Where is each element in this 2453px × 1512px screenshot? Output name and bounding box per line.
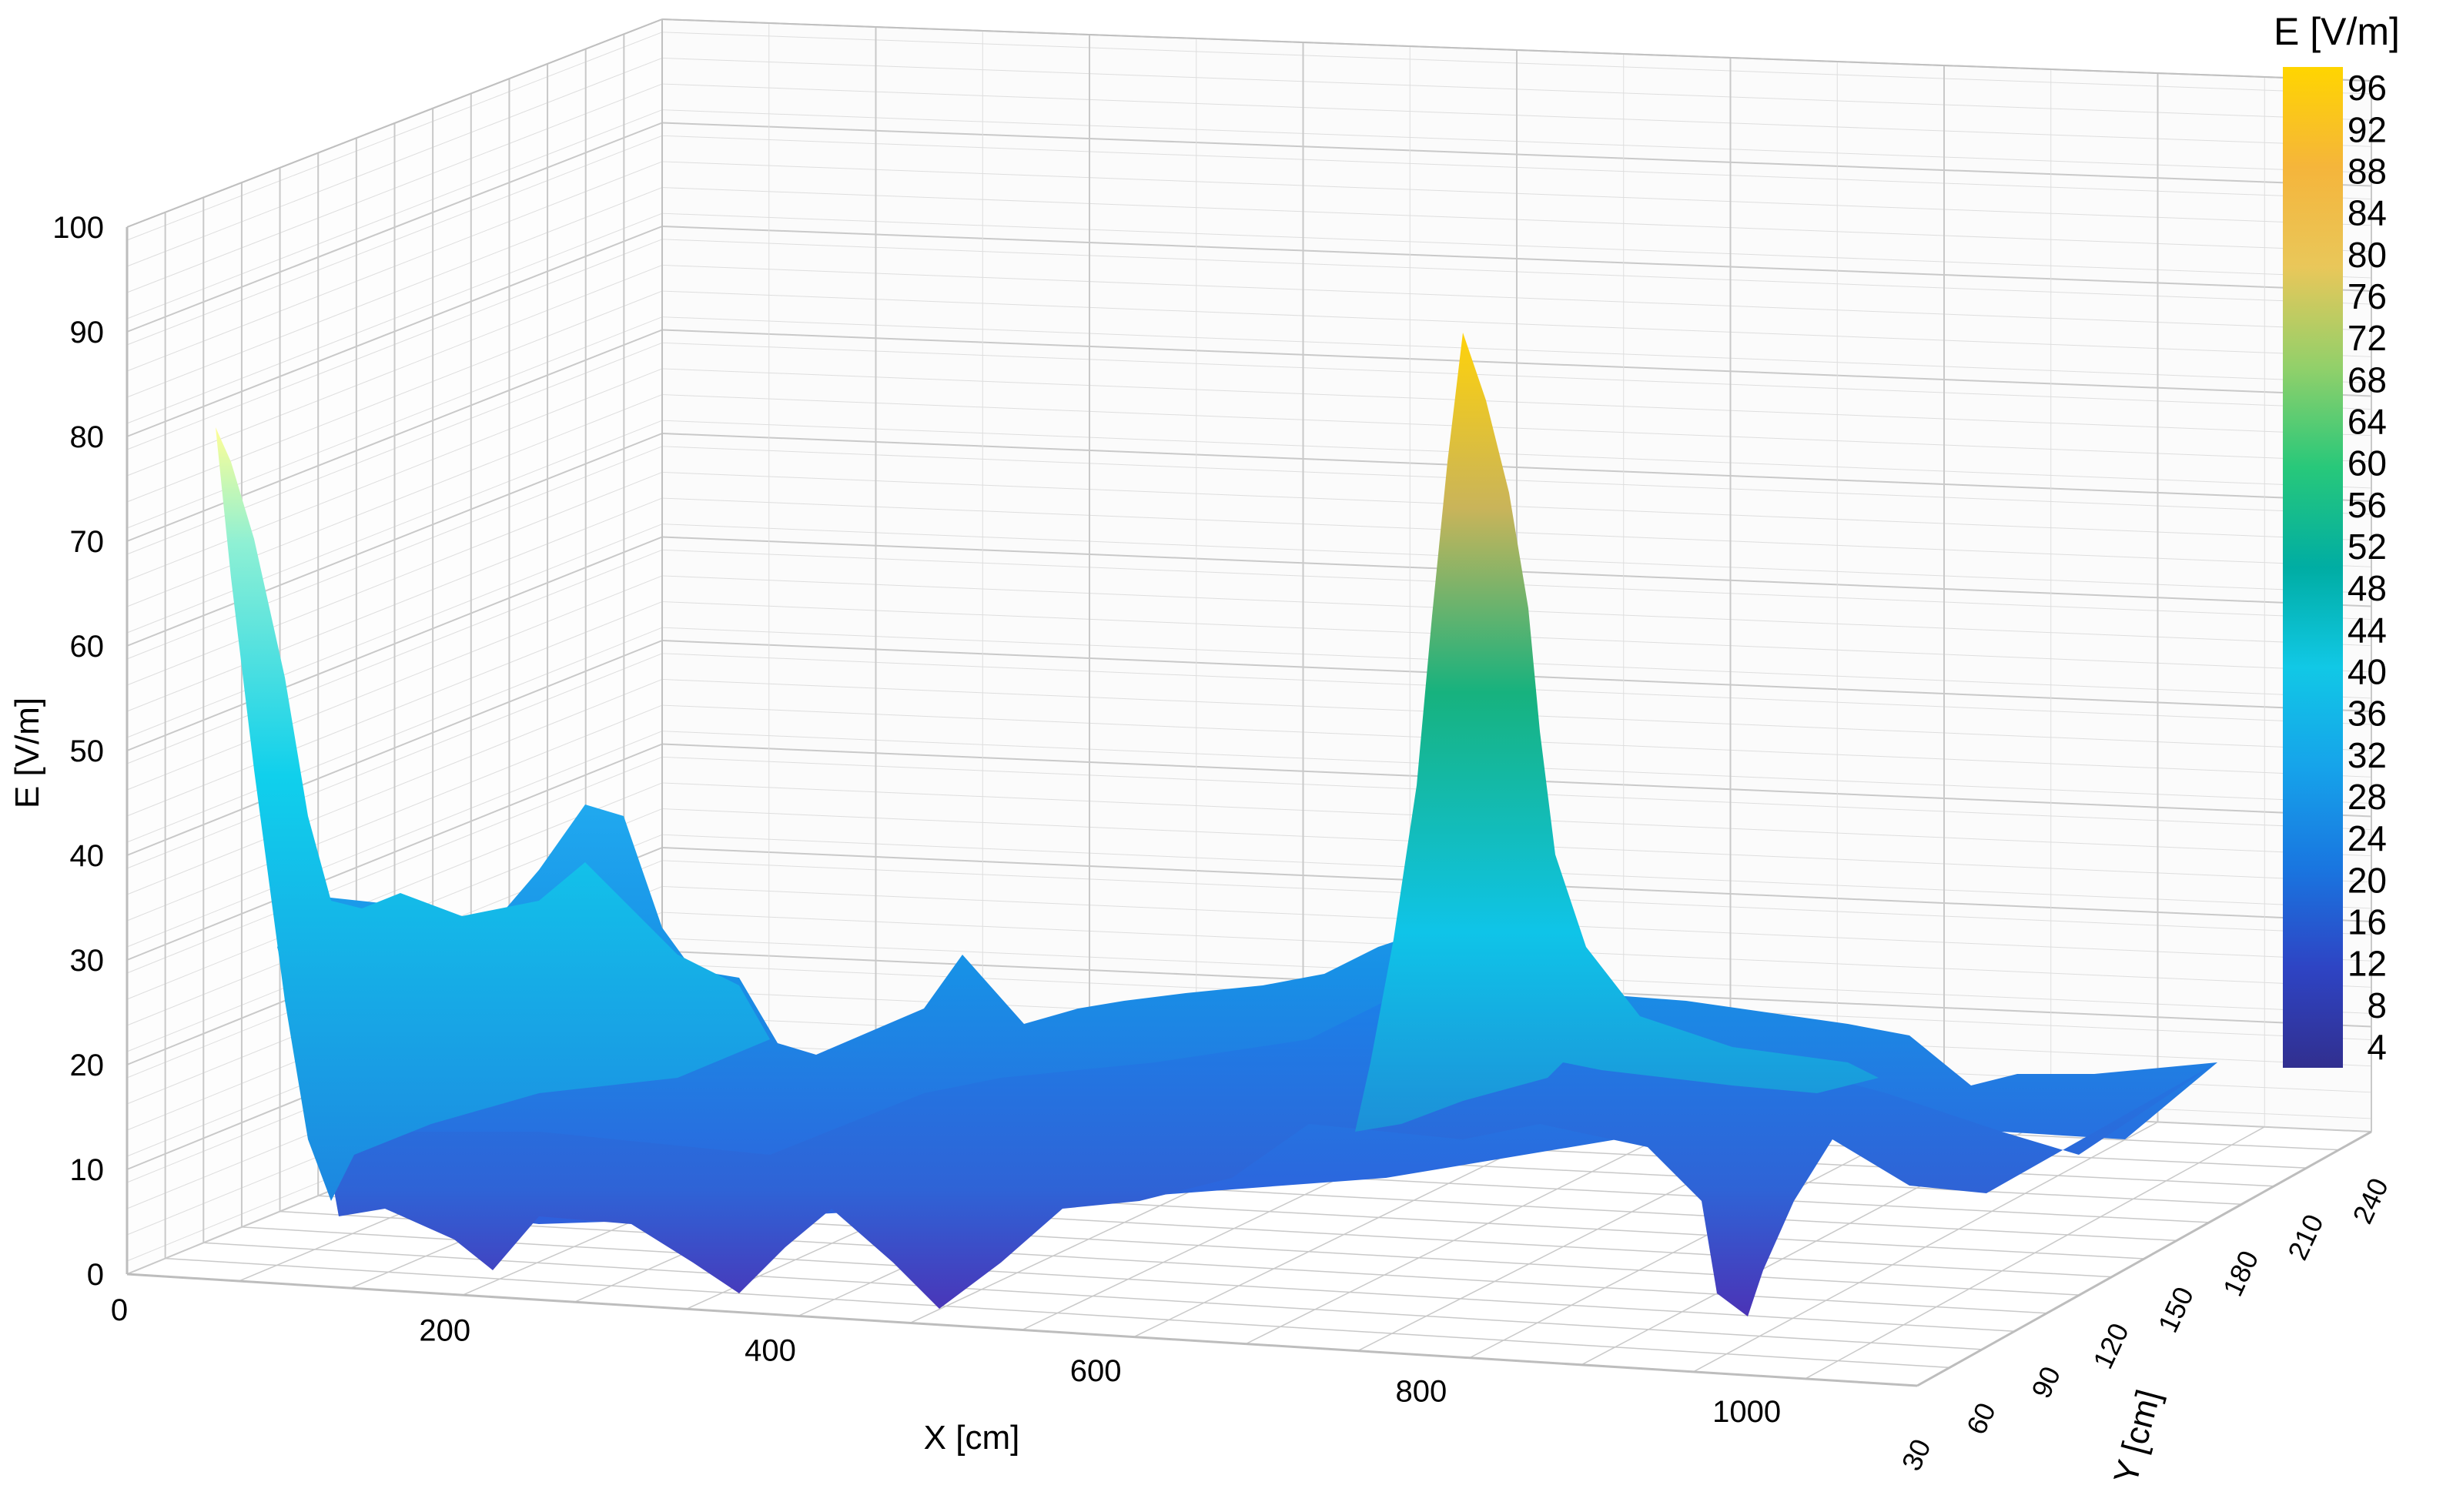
colorbar-tick-label: 28 <box>2348 777 2387 817</box>
y-axis-line <box>1916 1130 2372 1387</box>
colorbar-tick-label: 24 <box>2348 818 2387 858</box>
surface-plot <box>216 333 2217 1316</box>
z-tick-label: 70 <box>70 525 105 559</box>
colorbar-tick-label: 32 <box>2348 735 2387 775</box>
y-tick-label: 240 <box>2346 1173 2394 1229</box>
y-axis-title: Y [cm] <box>2107 1386 2167 1487</box>
top-edge-left <box>126 18 663 228</box>
z-tick-label: 20 <box>70 1049 105 1082</box>
z-tick-label: 40 <box>70 839 105 873</box>
colorbar-tick-label: 36 <box>2348 694 2387 734</box>
z-tick-label: 30 <box>70 944 105 978</box>
colorbar-tick-label: 92 <box>2348 109 2387 149</box>
colorbar-tick-label: 80 <box>2348 235 2387 275</box>
colorbar-tick-label: 40 <box>2348 651 2387 691</box>
colorbar-tick-label: 96 <box>2348 68 2387 108</box>
x-tick-label: 600 <box>1070 1354 1122 1388</box>
x-tick-label: 400 <box>745 1334 796 1368</box>
y-tick-label: 210 <box>2281 1209 2330 1265</box>
y-tick-label: 60 <box>1960 1398 2002 1440</box>
x-tick-label: 200 <box>419 1313 470 1347</box>
z-axis-title: E [V/m] <box>8 697 46 808</box>
colorbar-tick-label: 84 <box>2348 193 2387 233</box>
surface-peak-left <box>216 427 770 1201</box>
colorbar-tick-label: 4 <box>2367 1027 2387 1067</box>
y-tick-label: 150 <box>2152 1282 2200 1337</box>
z-tick-label: 80 <box>70 420 105 454</box>
colorbar-tick-label: 16 <box>2348 902 2387 942</box>
z-tick-label: 60 <box>70 630 105 664</box>
colorbar-tick-label: 20 <box>2348 860 2387 900</box>
x-tick-label: 800 <box>1396 1374 1447 1408</box>
z-tick-label: 0 <box>87 1258 104 1292</box>
y-tick-label: 120 <box>2087 1318 2135 1373</box>
y-gridline-floor <box>165 1257 1950 1369</box>
surface-peak-right <box>1355 333 1879 1132</box>
y-tick-label: 30 <box>1896 1434 1937 1476</box>
colorbar-tick-label: 72 <box>2348 318 2387 358</box>
y-tick-label: 180 <box>2217 1246 2265 1301</box>
colorbar-tick-label: 56 <box>2348 485 2387 525</box>
x-tick-label: 0 <box>111 1293 128 1327</box>
colorbar-tick-label: 8 <box>2367 985 2387 1025</box>
x-axis-line <box>126 1273 1918 1387</box>
x-axis-title: X [cm] <box>924 1419 1020 1457</box>
colorbar-tick-label: 44 <box>2348 610 2387 650</box>
colorbar-tick-label: 60 <box>2348 443 2387 483</box>
x-tick-label: 1000 <box>1712 1395 1781 1429</box>
z-tick-label: 50 <box>70 734 105 768</box>
colorbar-tick-label: 68 <box>2348 360 2387 400</box>
top-edge-back <box>661 18 2372 82</box>
z-tick-label: 90 <box>70 316 105 350</box>
colorbar-tick-label: 88 <box>2348 151 2387 191</box>
colorbar-tick-label: 12 <box>2348 944 2387 984</box>
colorbar-tick-label: 48 <box>2348 568 2387 608</box>
y-gridline-floor <box>241 1226 2015 1333</box>
colorbar-tick-label: 52 <box>2348 527 2387 567</box>
colorbar-ticks: 9692888480767268646056524844403632282420… <box>2348 68 2387 1067</box>
colorbar: E [V/m] 96928884807672686460565248444036… <box>2274 10 2400 1068</box>
colorbar-tick-label: 64 <box>2348 401 2387 441</box>
z-tick-label: 10 <box>70 1153 105 1187</box>
colorbar-bar <box>2283 67 2343 1068</box>
y-tick-label: 90 <box>2025 1362 2066 1403</box>
colorbar-tick-label: 76 <box>2348 276 2387 316</box>
colorbar-title: E [V/m] <box>2274 10 2400 53</box>
z-tick-label: 100 <box>52 211 104 245</box>
